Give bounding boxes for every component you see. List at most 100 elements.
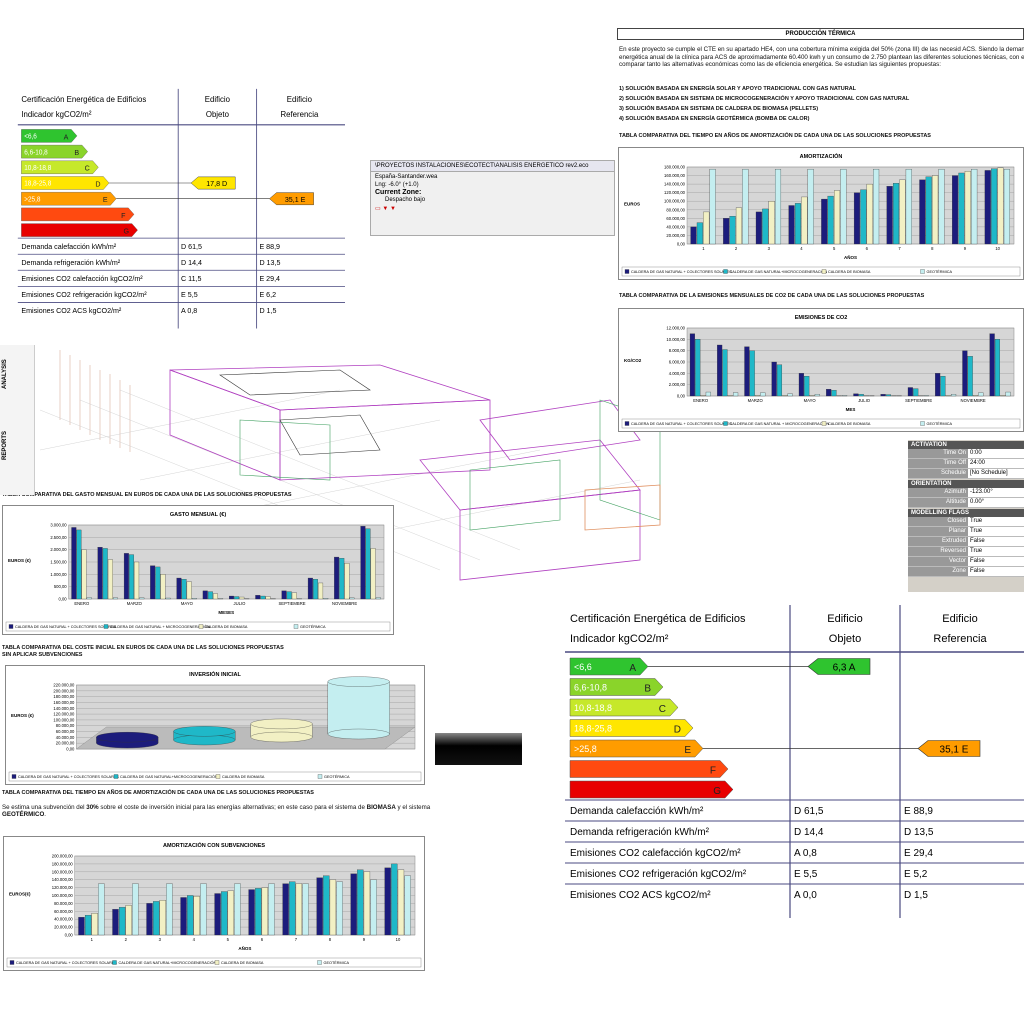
bar (84, 915, 92, 936)
y-tick-label: 6.000,00 (669, 360, 686, 365)
property-name: Reversed (908, 547, 968, 556)
bar (118, 907, 126, 936)
col-header: Referencia (280, 110, 318, 119)
property-value: 0:00 (968, 449, 1024, 458)
bar (160, 574, 166, 600)
cell: A 0,8 (181, 306, 197, 315)
bar (370, 548, 376, 600)
bar (762, 208, 769, 245)
bar (952, 175, 959, 245)
bar (809, 395, 815, 397)
bar (129, 554, 134, 600)
cylinder-top (327, 676, 390, 687)
bar (268, 883, 275, 936)
bar (853, 393, 859, 397)
property-value: 0.00° (968, 498, 1024, 507)
col-header: Referencia (933, 633, 987, 645)
rating-letter: A (629, 663, 636, 674)
legend-label: GEOTÉRMICA (300, 624, 326, 629)
y-tick-label: 0,00 (677, 394, 686, 399)
bar (187, 895, 194, 936)
y-tick-label: 2.000,00 (669, 382, 686, 387)
bar (255, 888, 262, 936)
tab[interactable]: REPORTS (2, 430, 8, 460)
bar (744, 346, 750, 397)
bar (831, 390, 837, 397)
legend-label: CALDERA DE GAS NATURAL + COLECTORES SOLA… (631, 422, 732, 426)
x-tick-label: 7 (295, 937, 298, 942)
rating-letter: G (713, 786, 721, 797)
rating-bar (569, 678, 664, 696)
bar (886, 186, 893, 245)
bar (113, 597, 118, 600)
property-value: True (968, 547, 1024, 556)
bar (200, 883, 207, 936)
y-tick-label: 4.000,00 (669, 371, 686, 376)
legend-swatch (8, 624, 14, 629)
bar (787, 393, 793, 397)
x-tick-label: 6 (866, 246, 869, 251)
rating-letter: E (684, 745, 691, 756)
bar (255, 595, 261, 600)
x-tick-label: 1 (91, 937, 94, 942)
y-tick-label: 140.000,00 (52, 877, 74, 882)
bar (798, 373, 804, 397)
bar (827, 195, 834, 245)
zone-label: Current Zone: (375, 189, 422, 196)
property-row: Azimuth -123.00° (908, 488, 1024, 498)
bar (899, 179, 906, 245)
legend-box (621, 266, 1021, 277)
bar (146, 903, 153, 936)
x-tick-label: JULIO (858, 398, 871, 403)
x-tick-label: 4 (800, 246, 803, 251)
x-tick-label: 10 (995, 246, 1000, 251)
cell: A 0,8 (794, 848, 817, 859)
side-toolbar: ANALYSIS REPORTS (0, 345, 35, 495)
text: 30% (86, 804, 99, 811)
property-name: Altitude (908, 498, 968, 507)
text: GEOTÉRMICO (2, 811, 45, 818)
y-axis-label: EUROS (€) (11, 713, 34, 718)
cell: Emisiones CO2 ACS kgCO2/m² (21, 306, 121, 315)
chart: AMORTIZACIÓN 0,00 20.000,00 40.000,00 60.000… (618, 147, 1024, 280)
weather-file: España-Santander.wea (375, 174, 438, 180)
property-name: Vector (908, 557, 968, 566)
y-tick-label: 1.500,00 (50, 560, 67, 565)
bar (760, 392, 766, 397)
chart-title: AMORTIZACIÓN (800, 152, 843, 160)
property-value: -123.00° (968, 488, 1024, 497)
bar (727, 395, 733, 397)
tab[interactable]: ANALYSIS (2, 359, 8, 389)
chart: GASTO MENSUAL (€) 0,00 500,00 1.000,00 1.500… (2, 505, 394, 635)
y-tick-label: 0,00 (58, 597, 67, 602)
bar (696, 222, 703, 245)
legend-label: CALDERA DE GAS NATURAL + COLECTORES SOLA… (15, 625, 116, 629)
bar (1005, 391, 1011, 397)
background (540, 600, 1024, 920)
bar (853, 192, 860, 245)
y-tick-label: 120.000,00 (53, 712, 75, 717)
paragraph: En este proyecto se cumple el CTE en su … (619, 46, 1024, 68)
legend-swatch (821, 421, 827, 426)
legend-swatch (215, 774, 221, 779)
bar (134, 561, 140, 600)
y-tick-label: 80.000,00 (666, 207, 685, 212)
chart: INVERSIÓN INICIAL 0,0020.000,0040.000,006… (5, 665, 425, 785)
property-name: Closed (908, 517, 968, 526)
bar (291, 592, 297, 600)
bar (1003, 168, 1010, 245)
bar (98, 883, 105, 936)
rating-letter: A (64, 132, 69, 141)
x-tick-label: MAYO (181, 601, 194, 606)
legend-box (6, 957, 422, 968)
bar (234, 596, 240, 600)
legend-label: CALDERA DE BIOMASA (828, 422, 871, 426)
bar (814, 394, 820, 397)
legend-label: CALDERA DE BIOMASA (222, 775, 265, 779)
bar (885, 394, 892, 397)
legend-box (8, 771, 422, 782)
bar (991, 168, 998, 245)
bar (880, 394, 886, 397)
app-window: \PROYECTOS INSTALACIONES\ECOTECT\ANALISI… (370, 160, 615, 236)
rating-letter: F (710, 766, 716, 777)
